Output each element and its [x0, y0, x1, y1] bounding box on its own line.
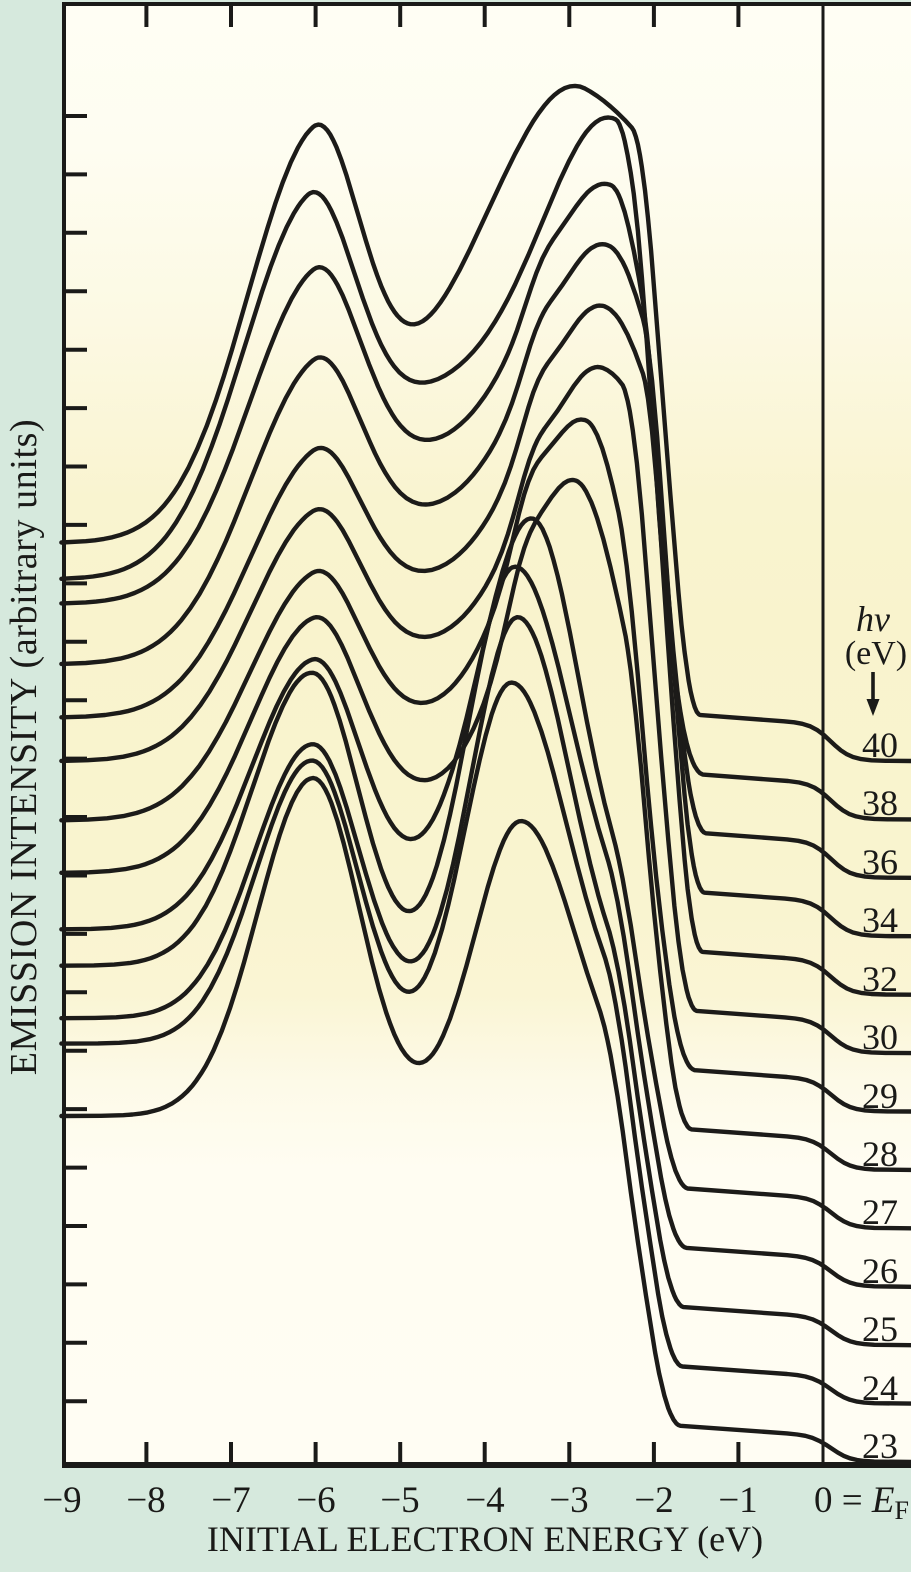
- svg-text:−8: −8: [126, 1480, 165, 1521]
- svg-text:−3: −3: [549, 1480, 588, 1521]
- svg-text:−2: −2: [634, 1480, 673, 1521]
- svg-text:−9: −9: [42, 1480, 81, 1521]
- svg-text:−6: −6: [296, 1480, 335, 1521]
- svg-text:28: 28: [862, 1134, 898, 1174]
- svg-text:27: 27: [862, 1192, 898, 1232]
- svg-text:25: 25: [862, 1309, 898, 1349]
- svg-text:−5: −5: [380, 1480, 419, 1521]
- svg-text:EMISSION INTENSITY (arbitrary: EMISSION INTENSITY (arbitrary units): [3, 419, 45, 1076]
- svg-text:−1: −1: [718, 1480, 757, 1521]
- svg-text:(eV): (eV): [845, 635, 907, 672]
- svg-text:hν: hν: [856, 599, 890, 639]
- svg-text:−4: −4: [465, 1480, 504, 1521]
- svg-text:32: 32: [862, 959, 898, 999]
- svg-text:INITIAL ELECTRON ENERGY (eV): INITIAL ELECTRON ENERGY (eV): [207, 1519, 763, 1559]
- svg-text:29: 29: [862, 1076, 898, 1116]
- svg-text:0 = EF: 0 = EF: [814, 1480, 909, 1525]
- svg-text:24: 24: [862, 1368, 898, 1408]
- svg-text:−7: −7: [211, 1480, 250, 1521]
- svg-text:23: 23: [862, 1426, 898, 1466]
- svg-text:34: 34: [862, 900, 898, 940]
- svg-text:36: 36: [862, 842, 898, 882]
- svg-text:26: 26: [862, 1251, 898, 1291]
- svg-text:40: 40: [862, 725, 898, 765]
- svg-text:38: 38: [862, 783, 898, 823]
- svg-text:30: 30: [862, 1017, 898, 1057]
